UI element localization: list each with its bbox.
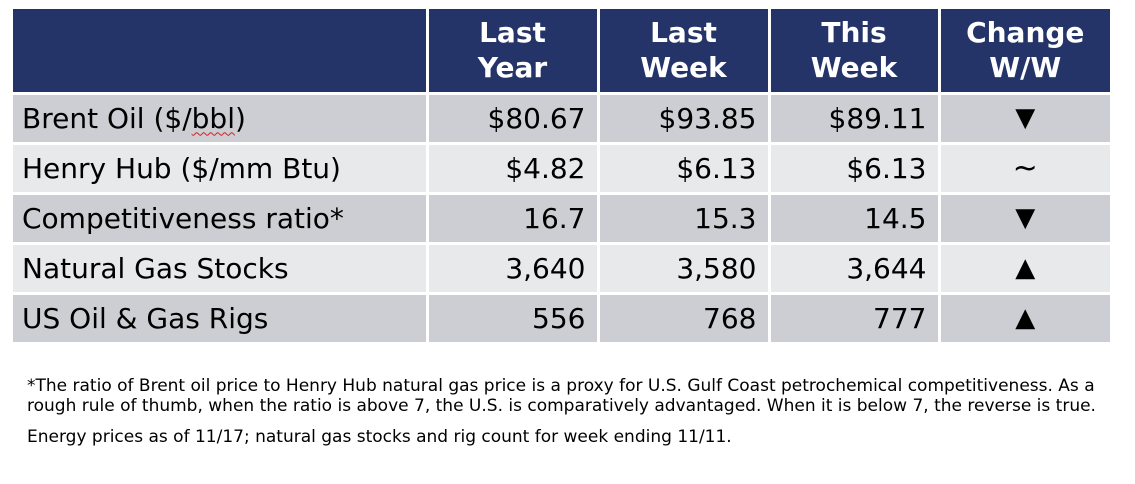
cell-last-year: 16.7 [427,193,600,245]
cell-last-week: 15.3 [598,193,771,245]
cell-last-year: $80.67 [427,93,600,145]
header-this-week: This Week [769,9,941,95]
footnote: *The ratio of Brent oil price to Henry H… [27,376,1096,416]
table-row-competitiveness-ratio: Competitiveness ratio* 16.7 15.3 14.5 ▼ [13,193,1110,245]
cell-last-week: $93.85 [598,93,771,145]
row-label: Brent Oil ($/bbl) [13,93,429,145]
header-change-ww: Change W/W [939,9,1110,95]
date-note: Energy prices as of 11/17; natural gas s… [27,427,732,447]
cell-this-week: $89.11 [769,93,941,145]
header-blank [13,9,429,95]
notes: *The ratio of Brent oil price to Henry H… [27,376,1117,447]
cell-last-year: $4.82 [427,143,600,195]
table-row-henry-hub: Henry Hub ($/mm Btu) $4.82 $6.13 $6.13 ~ [13,143,1110,195]
header-last-week: Last Week [598,9,771,95]
down-arrow-icon: ▼ [939,193,1110,245]
row-label: Henry Hub ($/mm Btu) [13,143,429,195]
cell-this-week: 3,644 [769,243,941,295]
cell-last-year: 3,640 [427,243,600,295]
row-label: US Oil & Gas Rigs [13,293,429,345]
cell-last-week: 3,580 [598,243,771,295]
table-row-us-oil-gas-rigs: US Oil & Gas Rigs 556 768 777 ▲ [13,293,1110,345]
cell-last-year: 556 [427,293,600,345]
row-label-text-end: ) [234,101,246,135]
header-last-year: Last Year [427,9,600,95]
cell-last-week: 768 [598,293,771,345]
unchanged-tilde-icon: ~ [939,143,1110,195]
row-label: Competitiveness ratio* [13,193,429,245]
cell-this-week: 14.5 [769,193,941,245]
down-arrow-icon: ▼ [939,93,1110,145]
header-row: Last Year Last Week This Week Change W/W [13,9,1110,95]
table-row-brent-oil: Brent Oil ($/bbl) $80.67 $93.85 $89.11 ▼ [13,93,1110,145]
energy-price-table: Last Year Last Week This Week Change W/W… [13,9,1110,345]
cell-this-week: 777 [769,293,941,345]
table-row-natural-gas-stocks: Natural Gas Stocks 3,640 3,580 3,644 ▲ [13,243,1110,295]
row-label-text: Brent Oil ($/ [22,101,192,135]
row-label-spellcheck: bbl [191,101,235,135]
cell-this-week: $6.13 [769,143,941,195]
cell-last-week: $6.13 [598,143,771,195]
up-arrow-icon: ▲ [939,243,1110,295]
row-label: Natural Gas Stocks [13,243,429,295]
up-arrow-icon: ▲ [939,293,1110,345]
